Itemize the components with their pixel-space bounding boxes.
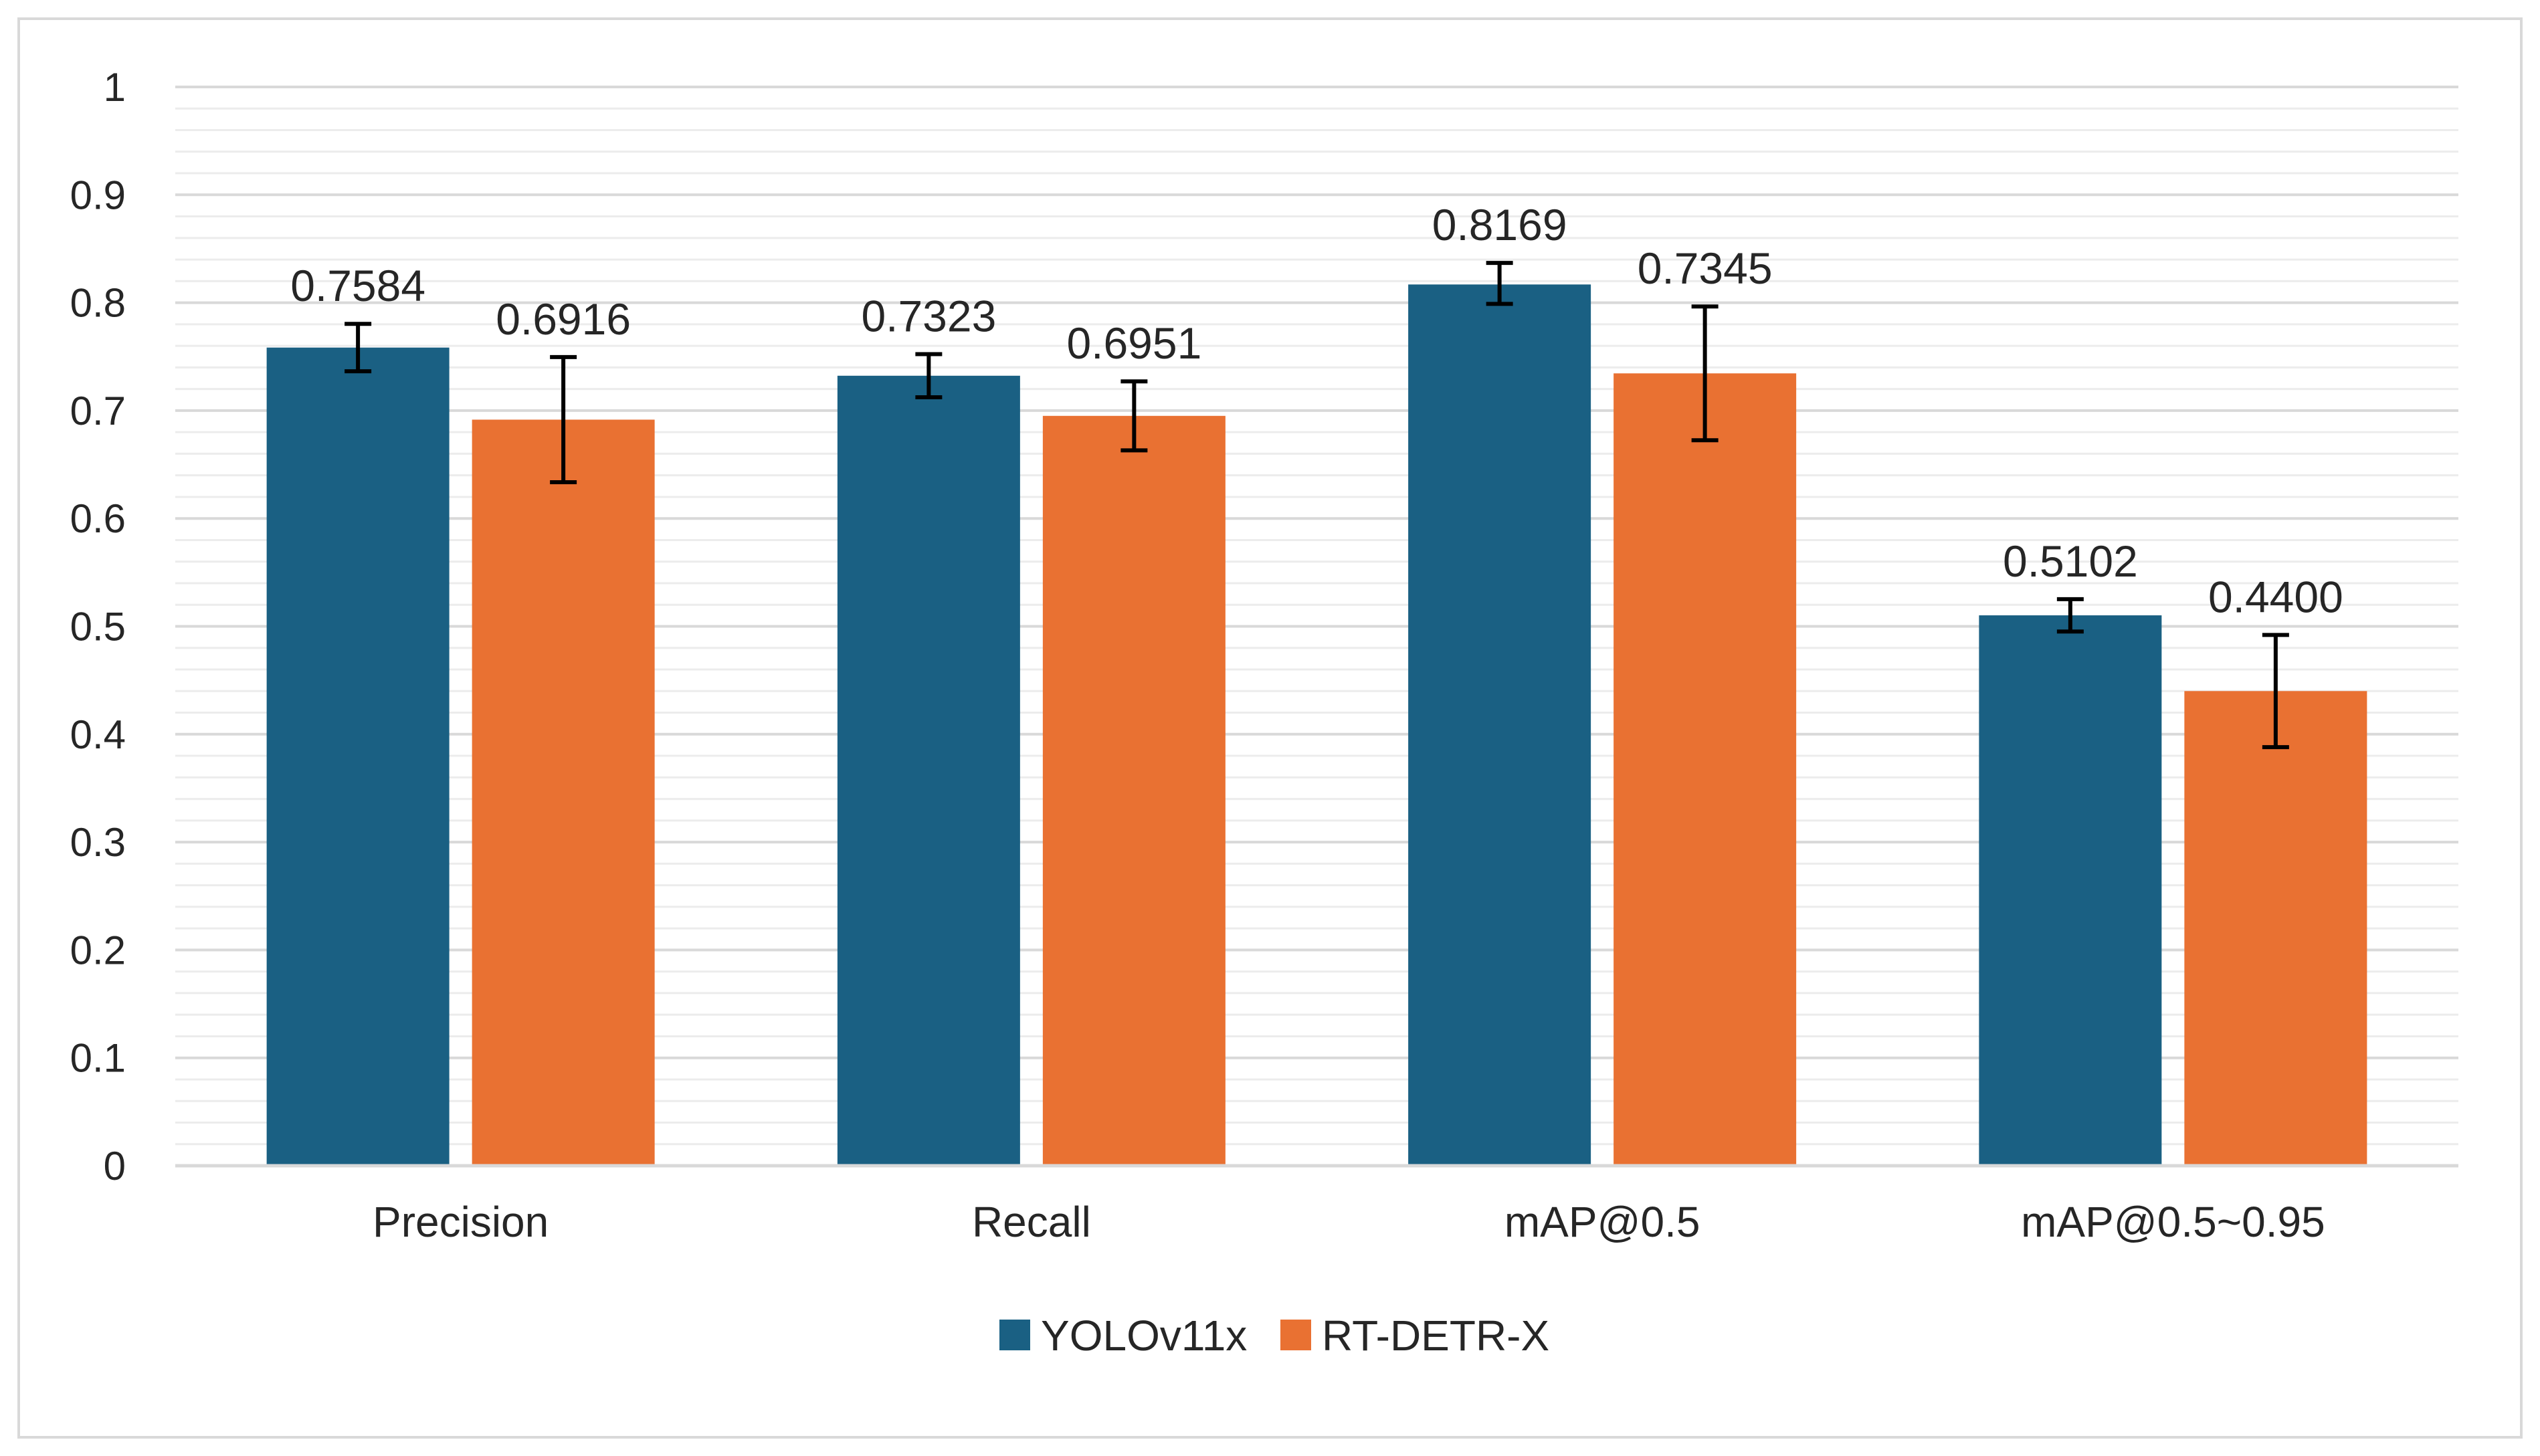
x-axis-categories: Precision Recall mAP@0.5 mAP@0.5~0.95 [373,1198,2325,1246]
y-tick-label: 0.7 [70,389,126,433]
bars [266,261,2367,1166]
chart-frame: 0 0.1 0.2 0.3 0.4 0.5 0.6 0.7 0.8 0.9 1 0.7584 0.69… [17,17,2523,1439]
y-tick-label: 0.4 [70,712,126,757]
bar-chart: 0 0.1 0.2 0.3 0.4 0.5 0.6 0.7 0.8 0.9 1 0.7584 0.69… [70,65,2458,1360]
y-tick-label: 0.8 [70,281,126,326]
x-category-label: Recall [972,1198,1091,1246]
y-tick-label: 0 [104,1144,126,1188]
y-tick-label: 0.5 [70,605,126,649]
y-tick-label: 0.6 [70,496,126,541]
bar [1408,284,1591,1166]
x-category-label: Precision [373,1198,549,1246]
legend-label: YOLOv11x [1041,1312,1247,1360]
x-category-label: mAP@0.5 [1504,1198,1700,1246]
x-category-label: mAP@0.5~0.95 [2021,1198,2325,1246]
legend: YOLOv11x RT-DETR-X [999,1312,1549,1360]
y-tick-label: 0.2 [70,928,126,972]
y-tick-label: 0.9 [70,173,126,217]
bar [1614,373,1797,1166]
data-label: 0.6916 [496,294,631,344]
bar [472,419,655,1166]
y-tick-label: 0.1 [70,1036,126,1081]
bar [1979,615,2162,1166]
data-label: 0.5102 [2003,536,2138,586]
data-label: 0.7323 [861,292,996,341]
y-tick-label: 1 [104,65,126,110]
data-label: 0.8169 [1432,200,1567,249]
bar [2184,691,2367,1166]
bar [837,375,1020,1166]
bar [266,347,450,1166]
data-label: 0.4400 [2208,572,2343,621]
legend-label: RT-DETR-X [1322,1312,1549,1360]
data-labels: 0.7584 0.6916 0.7323 0.6951 0.8169 0.7345 0.51… [290,200,2343,621]
data-label: 0.7584 [290,261,425,310]
bar [1042,415,1226,1166]
data-label: 0.7345 [1638,243,1773,293]
legend-swatch [1280,1320,1311,1350]
legend-swatch [999,1320,1030,1350]
data-label: 0.6951 [1066,318,1201,368]
y-tick-label: 0.3 [70,820,126,865]
y-axis-ticks: 0 0.1 0.2 0.3 0.4 0.5 0.6 0.7 0.8 0.9 1 [70,65,126,1188]
